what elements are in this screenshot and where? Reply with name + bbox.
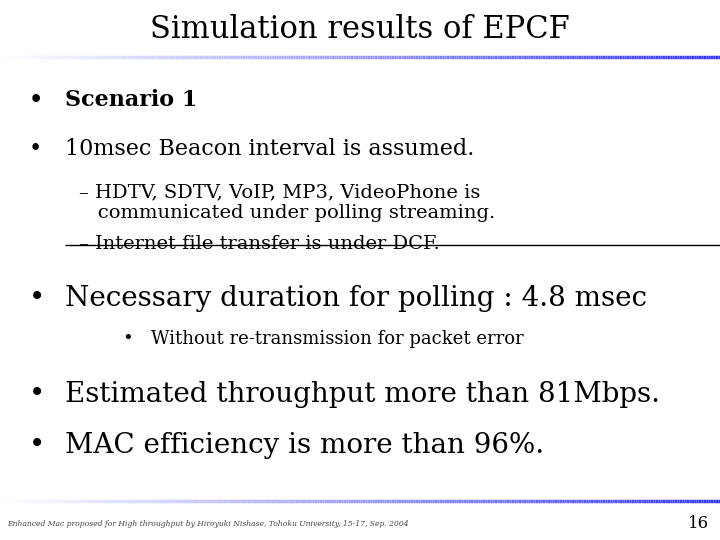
Text: Estimated throughput more than 81Mbps.: Estimated throughput more than 81Mbps. [65,381,660,408]
Text: 10msec Beacon interval is assumed.: 10msec Beacon interval is assumed. [65,138,474,160]
Text: Necessary duration for polling : 4.8 msec: Necessary duration for polling : 4.8 mse… [65,285,647,312]
Text: Simulation results of EPCF: Simulation results of EPCF [150,14,570,45]
Text: •: • [29,138,42,160]
Text: – HDTV, SDTV, VoIP, MP3, VideoPhone is
   communicated under polling streaming.: – HDTV, SDTV, VoIP, MP3, VideoPhone is c… [79,184,495,222]
Text: MAC efficiency is more than 96%.: MAC efficiency is more than 96%. [65,432,544,459]
Text: •: • [122,330,133,348]
Text: Without re-transmission for packet error: Without re-transmission for packet error [151,330,524,348]
Text: 16: 16 [688,515,709,532]
Text: •: • [29,89,43,111]
Text: •: • [29,432,45,459]
Text: •: • [29,285,45,312]
Text: – Internet file transfer is under DCF.: – Internet file transfer is under DCF. [79,235,440,253]
Text: Enhanced Mac proposed for High throughput by Hiroyuki Nishase, Tohoku University: Enhanced Mac proposed for High throughpu… [7,520,409,528]
Text: Scenario 1: Scenario 1 [65,89,197,111]
Text: •: • [29,381,45,408]
